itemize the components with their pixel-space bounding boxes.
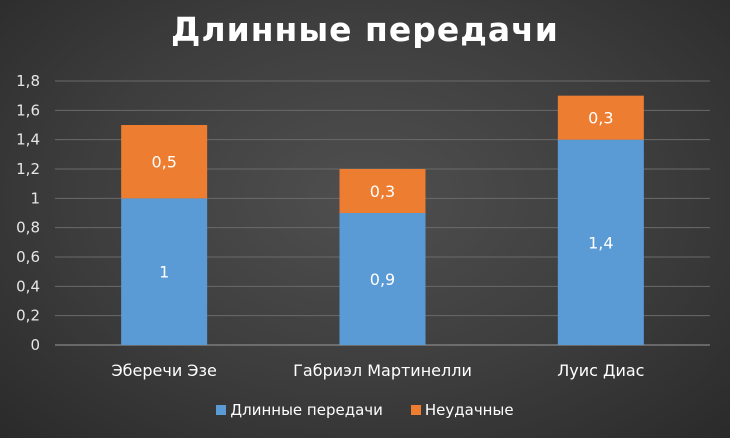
y-tick-label: 0,2 bbox=[16, 307, 40, 325]
data-label: 0,3 bbox=[370, 182, 395, 201]
y-tick-label: 1,6 bbox=[16, 101, 40, 119]
data-label: 0,3 bbox=[588, 109, 613, 128]
data-label: 1,4 bbox=[588, 233, 613, 252]
data-label: 0,9 bbox=[370, 270, 395, 289]
legend-swatch-series-2 bbox=[410, 405, 421, 415]
legend-label-series-2: Неудачные bbox=[424, 401, 514, 419]
bar-segment bbox=[121, 125, 208, 199]
bar-segment bbox=[121, 198, 208, 345]
chart-legend: Длинные передачи Неудачные bbox=[0, 401, 730, 419]
legend-label-series-1: Длинные передачи bbox=[230, 401, 383, 419]
chart-title: Длинные передачи bbox=[171, 10, 559, 49]
y-tick-label: 1,2 bbox=[16, 160, 40, 178]
bar-segment bbox=[339, 169, 426, 213]
x-tick-label: Эберечи Эзе bbox=[111, 361, 216, 380]
y-tick-label: 0,8 bbox=[16, 219, 40, 237]
legend-swatch-series-1 bbox=[216, 405, 227, 415]
data-label: 0,5 bbox=[151, 153, 176, 172]
legend-item-series-1: Длинные передачи bbox=[216, 401, 383, 419]
legend-item-series-2: Неудачные bbox=[410, 401, 514, 419]
y-tick-label: 0 bbox=[30, 336, 40, 354]
y-tick-label: 1,4 bbox=[16, 131, 40, 149]
y-tick-label: 0,4 bbox=[16, 277, 40, 295]
x-tick-label: Луис Диас bbox=[557, 361, 644, 380]
y-tick-label: 0,6 bbox=[16, 248, 40, 266]
bar-segment bbox=[557, 95, 644, 140]
x-tick-label: Габриэл Мартинелли bbox=[293, 361, 472, 380]
bar-segment bbox=[339, 213, 426, 345]
data-label: 1 bbox=[159, 263, 169, 282]
y-tick-label: 1,8 bbox=[16, 72, 40, 90]
bar-segment bbox=[557, 139, 644, 345]
y-tick-label: 1 bbox=[30, 189, 40, 207]
